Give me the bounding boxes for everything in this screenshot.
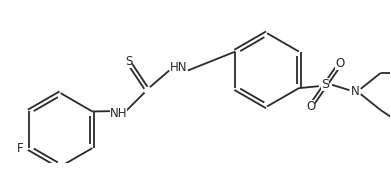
Text: S: S	[125, 55, 132, 68]
Text: O: O	[306, 100, 316, 113]
Text: S: S	[321, 78, 330, 91]
Text: O: O	[335, 57, 345, 70]
Text: N: N	[351, 85, 360, 98]
Text: NH: NH	[110, 107, 127, 120]
Text: HN: HN	[170, 61, 187, 74]
Text: F: F	[17, 142, 23, 155]
